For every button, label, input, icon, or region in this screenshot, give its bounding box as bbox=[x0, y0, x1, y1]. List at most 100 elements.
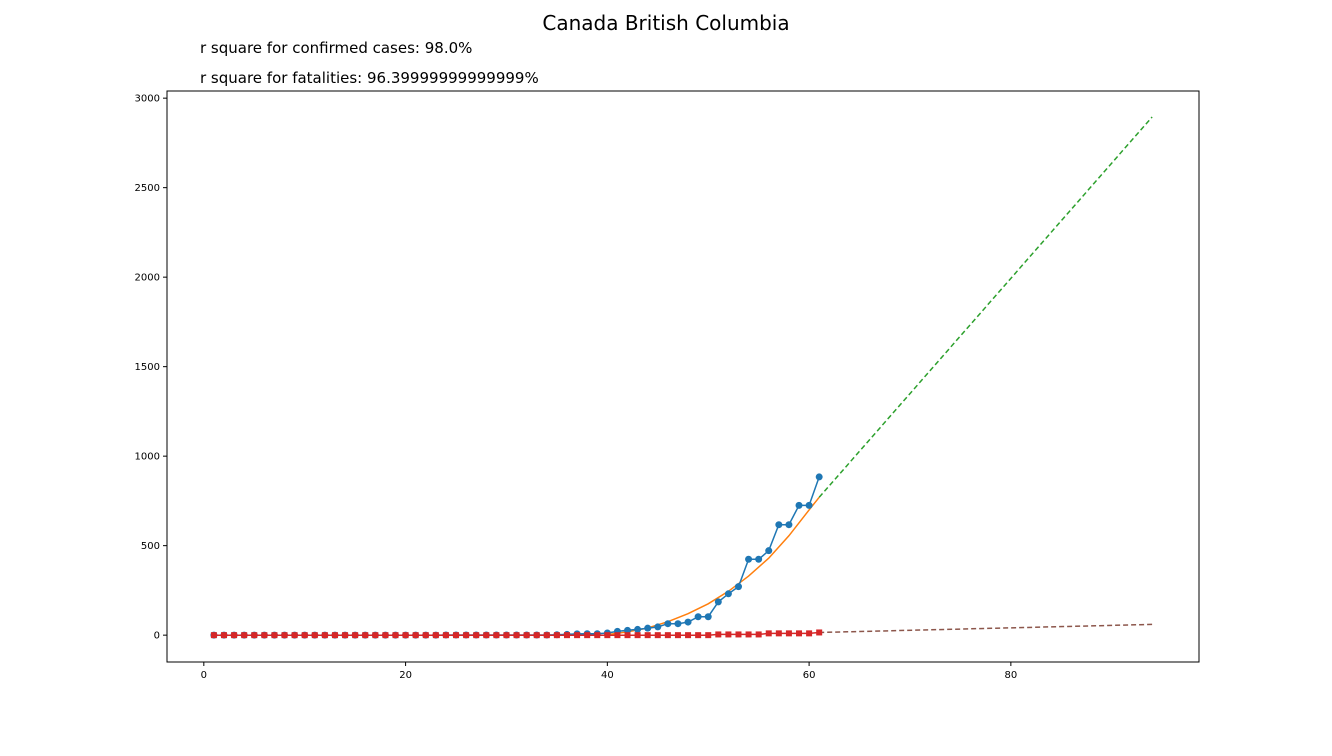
confirmed-point bbox=[644, 624, 652, 632]
confirmed-point bbox=[755, 555, 763, 563]
confirmed-point bbox=[795, 501, 803, 509]
confirmed-point bbox=[624, 626, 632, 634]
fatalities-point bbox=[745, 631, 752, 638]
fatalities-point bbox=[241, 632, 248, 639]
confirmed-fit-line bbox=[607, 496, 820, 636]
fatalities-point bbox=[785, 630, 792, 637]
x-tick-label: 60 bbox=[803, 670, 816, 681]
confirmed-point bbox=[704, 613, 712, 621]
fatalities-point bbox=[705, 632, 712, 639]
confirmed-point bbox=[775, 521, 783, 529]
fatalities-point bbox=[523, 632, 530, 639]
fatalities-point bbox=[543, 632, 550, 639]
fatalities-point bbox=[513, 632, 520, 639]
fatalities-point bbox=[816, 629, 823, 636]
fatalities-point bbox=[574, 632, 581, 639]
fatalities-point bbox=[624, 632, 631, 639]
fatalities-point bbox=[442, 632, 449, 639]
annotation-confirmed-r-square: r square for confirmed cases: 98.0% bbox=[200, 39, 472, 57]
fatalities-point bbox=[725, 631, 732, 638]
confirmed-projection-line bbox=[818, 116, 1153, 498]
plot-area: 0 20 40 60 80 0 500 1000 1500 2000 2500 3000 bbox=[135, 90, 1200, 681]
fatalities-point bbox=[210, 632, 217, 639]
x-tick-label: 0 bbox=[201, 670, 207, 681]
fatalities-point bbox=[806, 630, 813, 637]
confirmed-point bbox=[714, 598, 722, 606]
fatalities-point bbox=[553, 632, 560, 639]
fatalities-point bbox=[755, 631, 762, 638]
fatalities-point bbox=[594, 632, 601, 639]
fatalities-point bbox=[473, 632, 480, 639]
fatalities-point bbox=[685, 632, 692, 639]
fatalities-point bbox=[644, 632, 651, 639]
fatalities-point bbox=[765, 630, 772, 637]
x-tick-label: 20 bbox=[399, 670, 412, 681]
confirmed-point bbox=[815, 473, 823, 481]
fatalities-point bbox=[362, 632, 369, 639]
x-tick-label: 40 bbox=[601, 670, 614, 681]
confirmed-point bbox=[694, 613, 702, 621]
confirmed-point bbox=[674, 620, 682, 628]
confirmed-point bbox=[734, 583, 742, 591]
axes-frame bbox=[166, 90, 1200, 663]
fatalities-projection-line bbox=[819, 623, 1153, 634]
fatalities-point bbox=[453, 632, 460, 639]
y-tick-label: 1000 bbox=[135, 452, 160, 463]
y-tick-label: 2000 bbox=[135, 273, 160, 284]
fatalities-point bbox=[604, 632, 611, 639]
fatalities-point bbox=[231, 632, 238, 639]
fatalities-point bbox=[654, 632, 661, 639]
fatalities-point bbox=[432, 632, 439, 639]
fatalities-point bbox=[342, 632, 349, 639]
fatalities-point bbox=[775, 630, 782, 637]
fatalities-point bbox=[483, 632, 490, 639]
fatalities-point bbox=[402, 632, 409, 639]
fatalities-point bbox=[251, 632, 258, 639]
fatalities-point bbox=[493, 632, 500, 639]
fatalities-point bbox=[695, 632, 702, 639]
fatalities-point bbox=[331, 632, 338, 639]
fatalities-point bbox=[271, 632, 278, 639]
fatalities-point bbox=[584, 632, 591, 639]
fatalities-point bbox=[674, 632, 681, 639]
confirmed-point bbox=[724, 590, 732, 598]
confirmed-point bbox=[745, 555, 753, 563]
fatalities-point bbox=[372, 632, 379, 639]
fatalities-point bbox=[796, 630, 803, 637]
annotation-fatalities-r-square: r square for fatalities: 96.399999999999… bbox=[200, 69, 539, 87]
confirmed-line bbox=[213, 476, 820, 636]
y-tick-label: 2500 bbox=[135, 183, 160, 194]
chart-title: Canada British Columbia bbox=[542, 11, 789, 35]
fatalities-point bbox=[563, 632, 570, 639]
fatalities-point bbox=[533, 632, 540, 639]
fatalities-point bbox=[463, 632, 470, 639]
confirmed-point bbox=[765, 547, 773, 555]
fatalities-point bbox=[664, 632, 671, 639]
fatalities-point bbox=[382, 632, 389, 639]
confirmed-point bbox=[785, 521, 793, 529]
fatalities-point bbox=[311, 632, 318, 639]
y-tick-label: 3000 bbox=[135, 94, 160, 105]
fatalities-point bbox=[321, 632, 328, 639]
fatalities-point bbox=[412, 632, 419, 639]
y-tick-label: 0 bbox=[154, 631, 160, 642]
fatalities-point bbox=[614, 632, 621, 639]
confirmed-point bbox=[805, 501, 813, 509]
fatalities-point bbox=[634, 632, 641, 639]
fatalities-point bbox=[291, 632, 298, 639]
fatalities-point bbox=[301, 632, 308, 639]
fatalities-point bbox=[392, 632, 399, 639]
confirmed-point bbox=[654, 623, 662, 631]
fatalities-point bbox=[422, 632, 429, 639]
fatalities-point bbox=[261, 632, 268, 639]
fatalities-point bbox=[715, 631, 722, 638]
fatalities-point bbox=[503, 632, 510, 639]
fatalities-point bbox=[352, 632, 359, 639]
fatalities-point bbox=[220, 632, 227, 639]
confirmed-point bbox=[684, 618, 692, 626]
confirmed-point bbox=[634, 625, 642, 633]
y-tick-label: 1500 bbox=[135, 362, 160, 373]
fatalities-point bbox=[281, 632, 288, 639]
confirmed-point bbox=[664, 620, 672, 628]
